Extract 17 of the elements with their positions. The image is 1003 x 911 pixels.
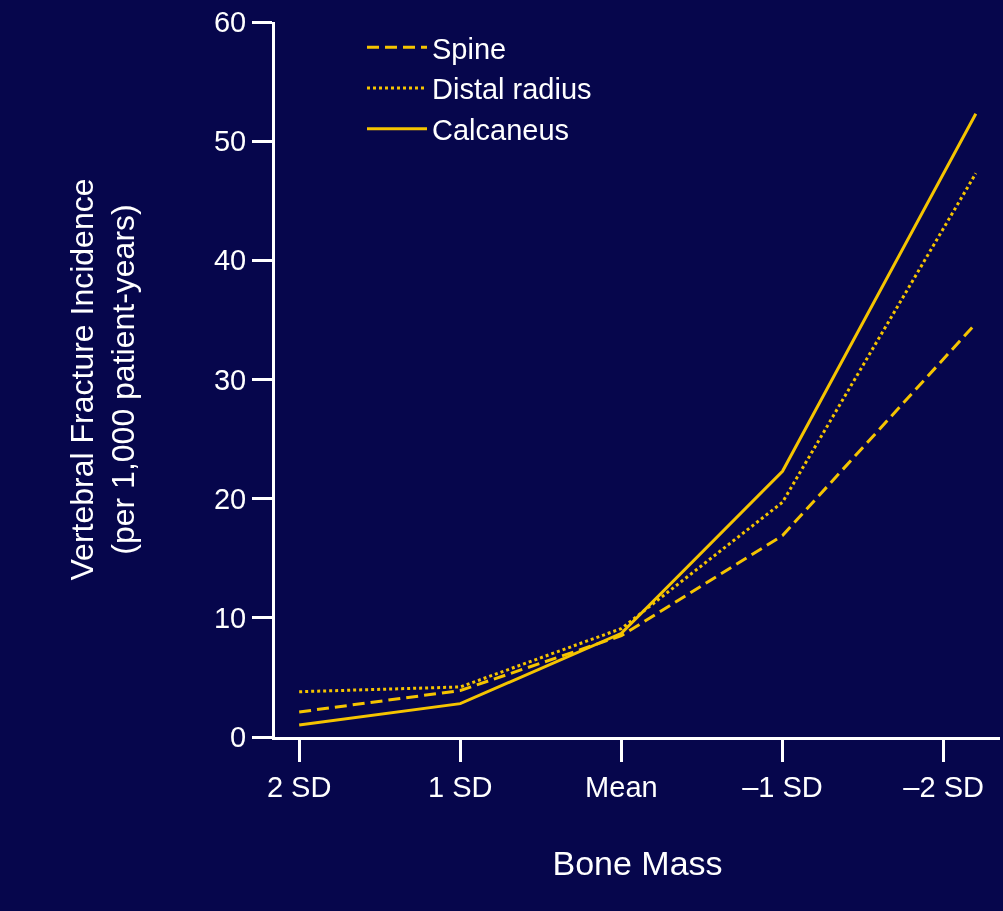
x-axis-title: Bone Mass	[552, 844, 723, 883]
x-tick-label: 2 SD	[266, 770, 332, 803]
y-tick-label: 0	[230, 721, 247, 754]
x-tick-label: Mean	[585, 770, 658, 803]
y-tick-label: 30	[213, 363, 247, 396]
y-tick-label: 50	[213, 125, 247, 158]
y-axis-title: Vertebral Fracture Incidence (per 1,000 patient-years)	[63, 178, 142, 581]
y-tick-label: 10	[213, 601, 247, 634]
x-tick-label: 1 SD	[428, 770, 493, 803]
legend-label: Calcaneus	[432, 114, 570, 147]
y-tick-label: 40	[213, 244, 247, 277]
legend-label: Distal radius	[432, 73, 592, 106]
x-tick-label: –1 SD	[742, 770, 823, 803]
y-tick-label: 20	[213, 482, 247, 515]
x-tick-label: –2 SD	[903, 770, 984, 803]
y-tick-label: 60	[213, 6, 247, 39]
legend-label: Spine	[432, 32, 507, 65]
